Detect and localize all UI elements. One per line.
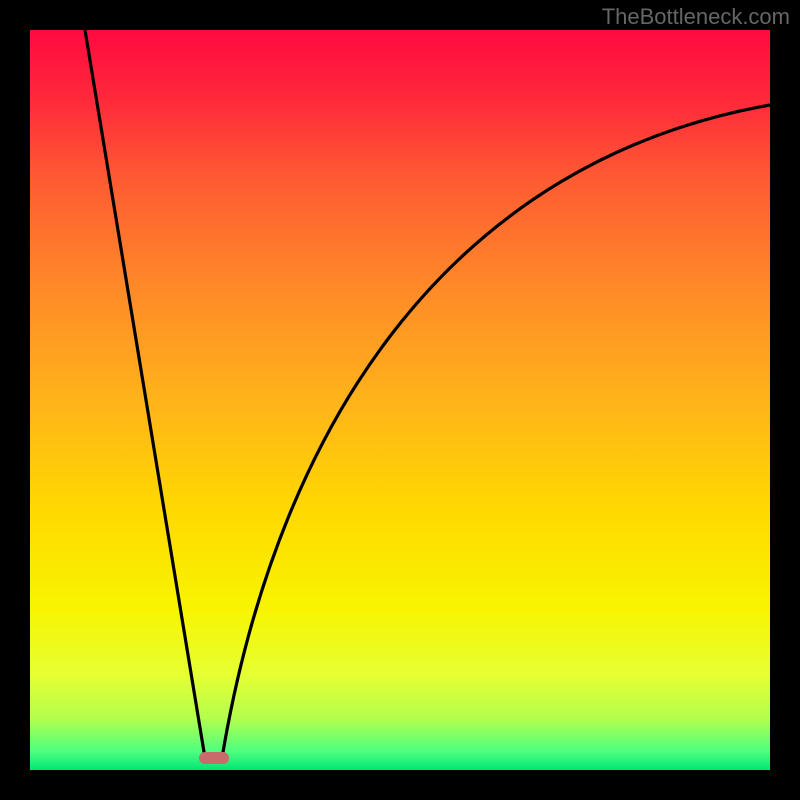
watermark-text: TheBottleneck.com (602, 4, 790, 30)
bottleneck-chart (30, 30, 770, 770)
gradient-background (30, 30, 770, 770)
plot-area (30, 30, 770, 770)
optimum-marker (199, 752, 229, 764)
chart-frame: TheBottleneck.com (0, 0, 800, 800)
